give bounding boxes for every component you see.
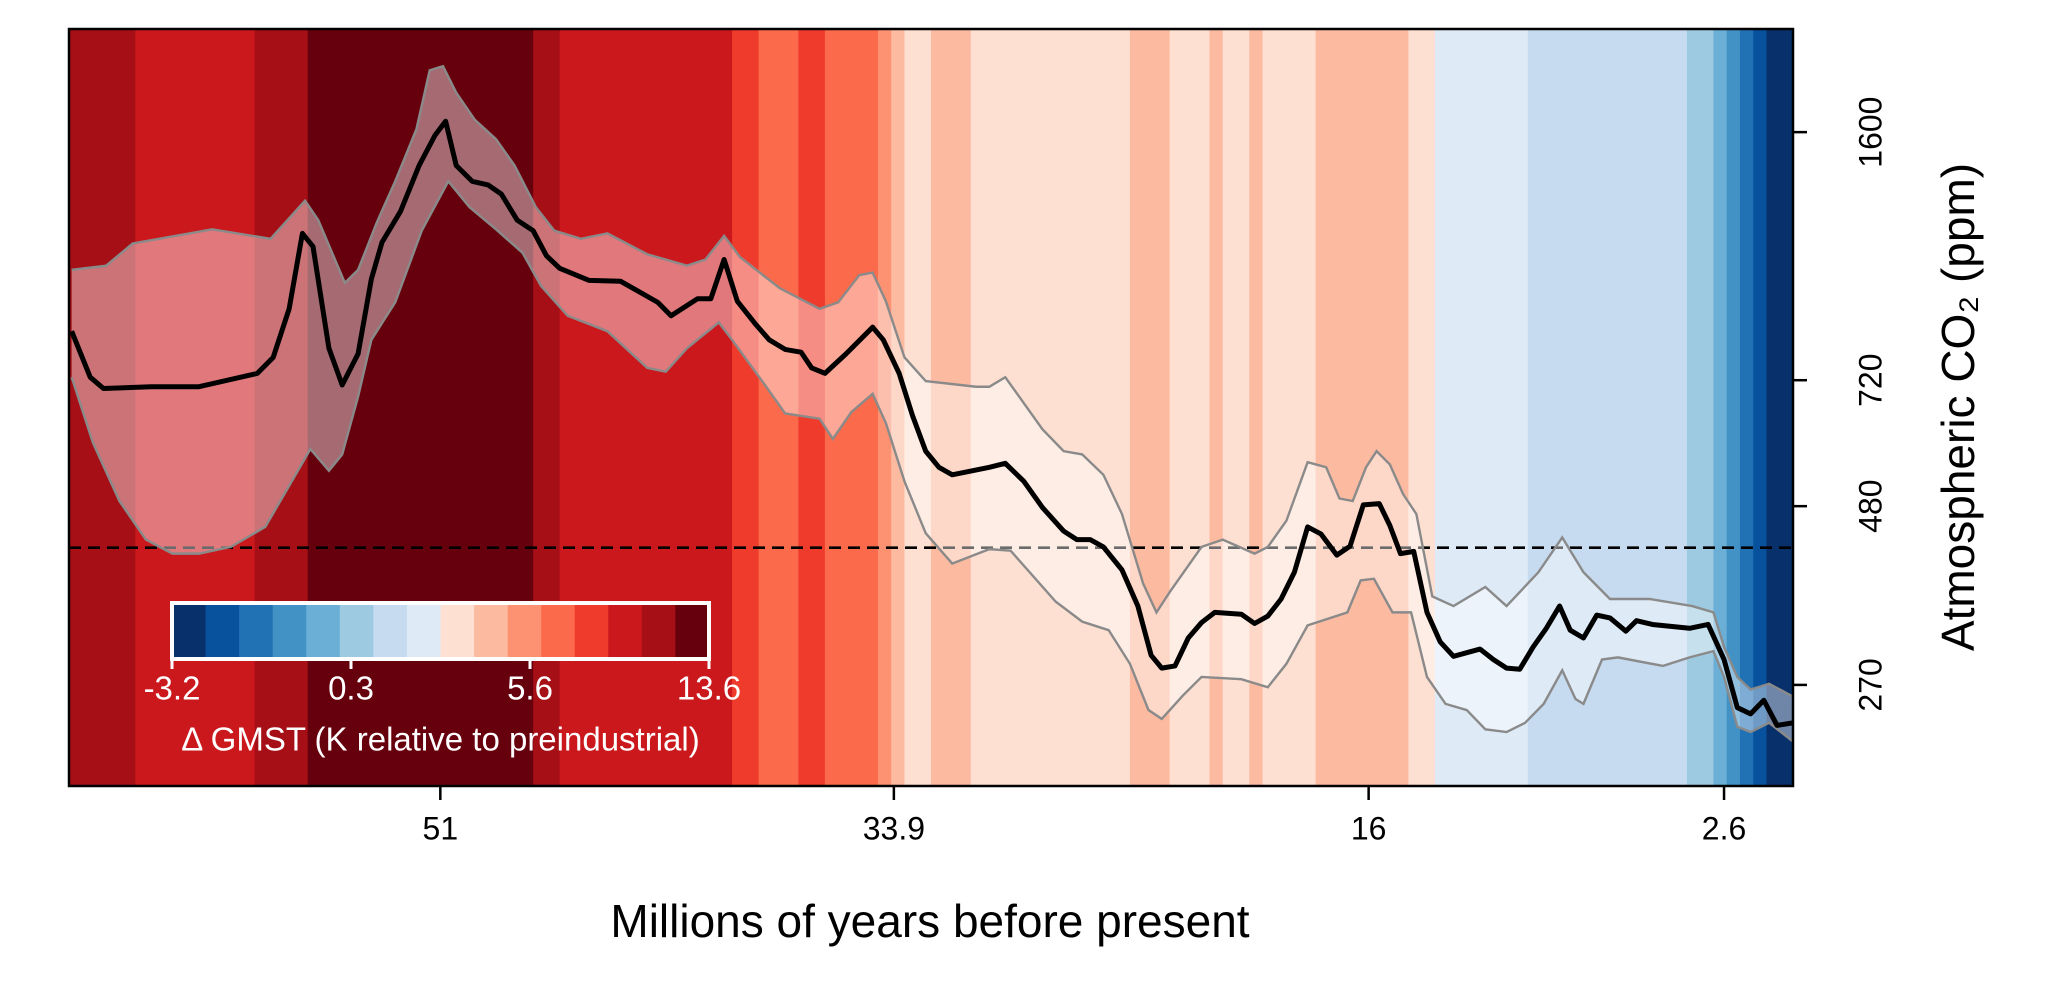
x-tick-label: 51 xyxy=(423,810,459,846)
temperature-stripe xyxy=(1315,29,1410,786)
y-axis-label: Atmospheric CO₂ (ppm) xyxy=(1932,163,1984,651)
x-tick-label: 2.6 xyxy=(1702,810,1746,846)
co2-line xyxy=(69,118,1793,728)
temperature-stripe xyxy=(1222,29,1250,786)
colorbar-cell xyxy=(675,603,710,659)
temperature-stripe xyxy=(1129,29,1171,786)
colorbar-cell xyxy=(608,603,643,659)
temperature-stripe xyxy=(877,29,892,786)
temperature-stripe xyxy=(732,29,760,786)
colorbar-frame xyxy=(170,601,711,661)
colorbar-tick-label: 0.3 xyxy=(328,670,374,707)
x-axis-label: Millions of years before present xyxy=(610,895,1249,947)
band-edge-lower xyxy=(70,179,1793,743)
x-tick-label: 33.9 xyxy=(863,810,925,846)
colorbar-cell xyxy=(474,603,509,659)
colorbar-cell xyxy=(406,603,441,659)
temperature-stripe xyxy=(1713,29,1728,786)
temperature-stripe xyxy=(798,29,826,786)
colorbar-tick-label: 5.6 xyxy=(507,670,553,707)
temperature-stripe xyxy=(1249,29,1264,786)
colorbar-label: Δ GMST (K relative to preindustrial) xyxy=(181,721,699,758)
band-edge-upper xyxy=(71,64,1793,698)
colorbar: -3.2 0.3 5.6 13.6 Δ GMST (K relative to prei… xyxy=(144,601,741,758)
temperature-stripe xyxy=(970,29,1131,786)
temperature-stripe xyxy=(1209,29,1224,786)
colorbar-cell xyxy=(440,603,475,659)
temperature-stripe xyxy=(1434,29,1529,786)
colorbar-cell xyxy=(574,603,609,659)
colorbar-cell xyxy=(641,603,676,659)
plot-frame xyxy=(67,27,1795,788)
y-tick-label: 720 xyxy=(1852,354,1888,407)
colorbar-cell xyxy=(339,603,374,659)
colorbar-cell xyxy=(272,603,307,659)
temperature-stripe xyxy=(824,29,879,786)
colorbar-cell xyxy=(373,603,408,659)
temperature-stripe xyxy=(1753,29,1768,786)
colorbar-cell xyxy=(541,603,576,659)
colorbar-cell xyxy=(306,603,341,659)
temperature-stripe xyxy=(931,29,972,786)
colorbar-cell xyxy=(239,603,274,659)
temperature-stripe xyxy=(1686,29,1715,786)
y-tick-label: 270 xyxy=(1852,658,1888,711)
uncertainty-band xyxy=(71,66,1793,742)
temperature-stripe xyxy=(1726,29,1741,786)
temperature-stripe xyxy=(1739,29,1754,786)
temperature-stripe xyxy=(1766,29,1793,786)
y-tick-label: 1600 xyxy=(1852,97,1888,168)
colorbar-cell xyxy=(205,603,240,659)
temperature-stripe xyxy=(758,29,799,786)
x-tick-label: 16 xyxy=(1351,810,1387,846)
colorbar-tick-label: 13.6 xyxy=(677,670,741,707)
temperature-stripe xyxy=(69,29,136,786)
colorbar-cell xyxy=(507,603,542,659)
colorbar-tick-label: -3.2 xyxy=(144,670,201,707)
colorbar-cell xyxy=(172,603,207,659)
temperature-stripe xyxy=(891,29,906,786)
plot-area xyxy=(69,29,1793,786)
y-tick-label: 480 xyxy=(1852,479,1888,532)
